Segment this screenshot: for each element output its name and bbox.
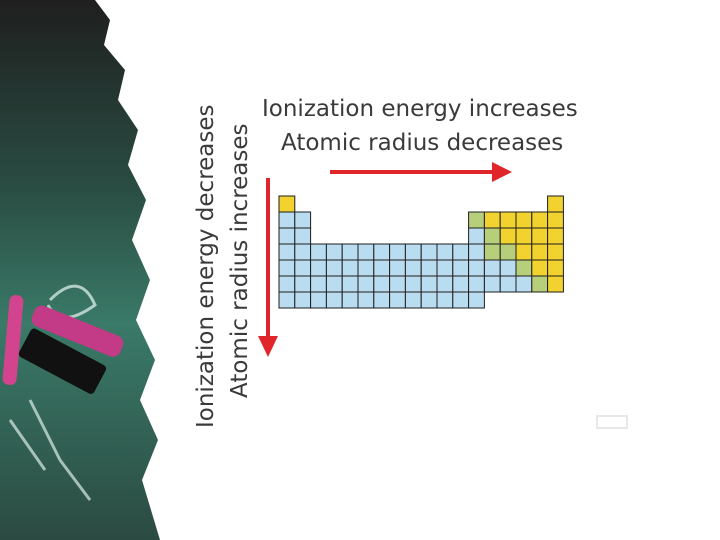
element-cell [547, 275, 564, 293]
pink-chalk-stick [31, 305, 124, 357]
pink-chalk-stick [2, 295, 24, 385]
horizontal-arrow-head [492, 162, 512, 182]
chalkboard-area [0, 0, 160, 540]
atomic-radius-decreases-label: Atomic radius decreases [281, 130, 564, 156]
chalk-eraser [18, 328, 107, 394]
ionization-energy-increases-label: Ionization energy increases [262, 96, 578, 122]
element-cell [468, 291, 485, 309]
vertical-arrow-head [258, 336, 278, 357]
chalk-scribble [8, 399, 92, 501]
